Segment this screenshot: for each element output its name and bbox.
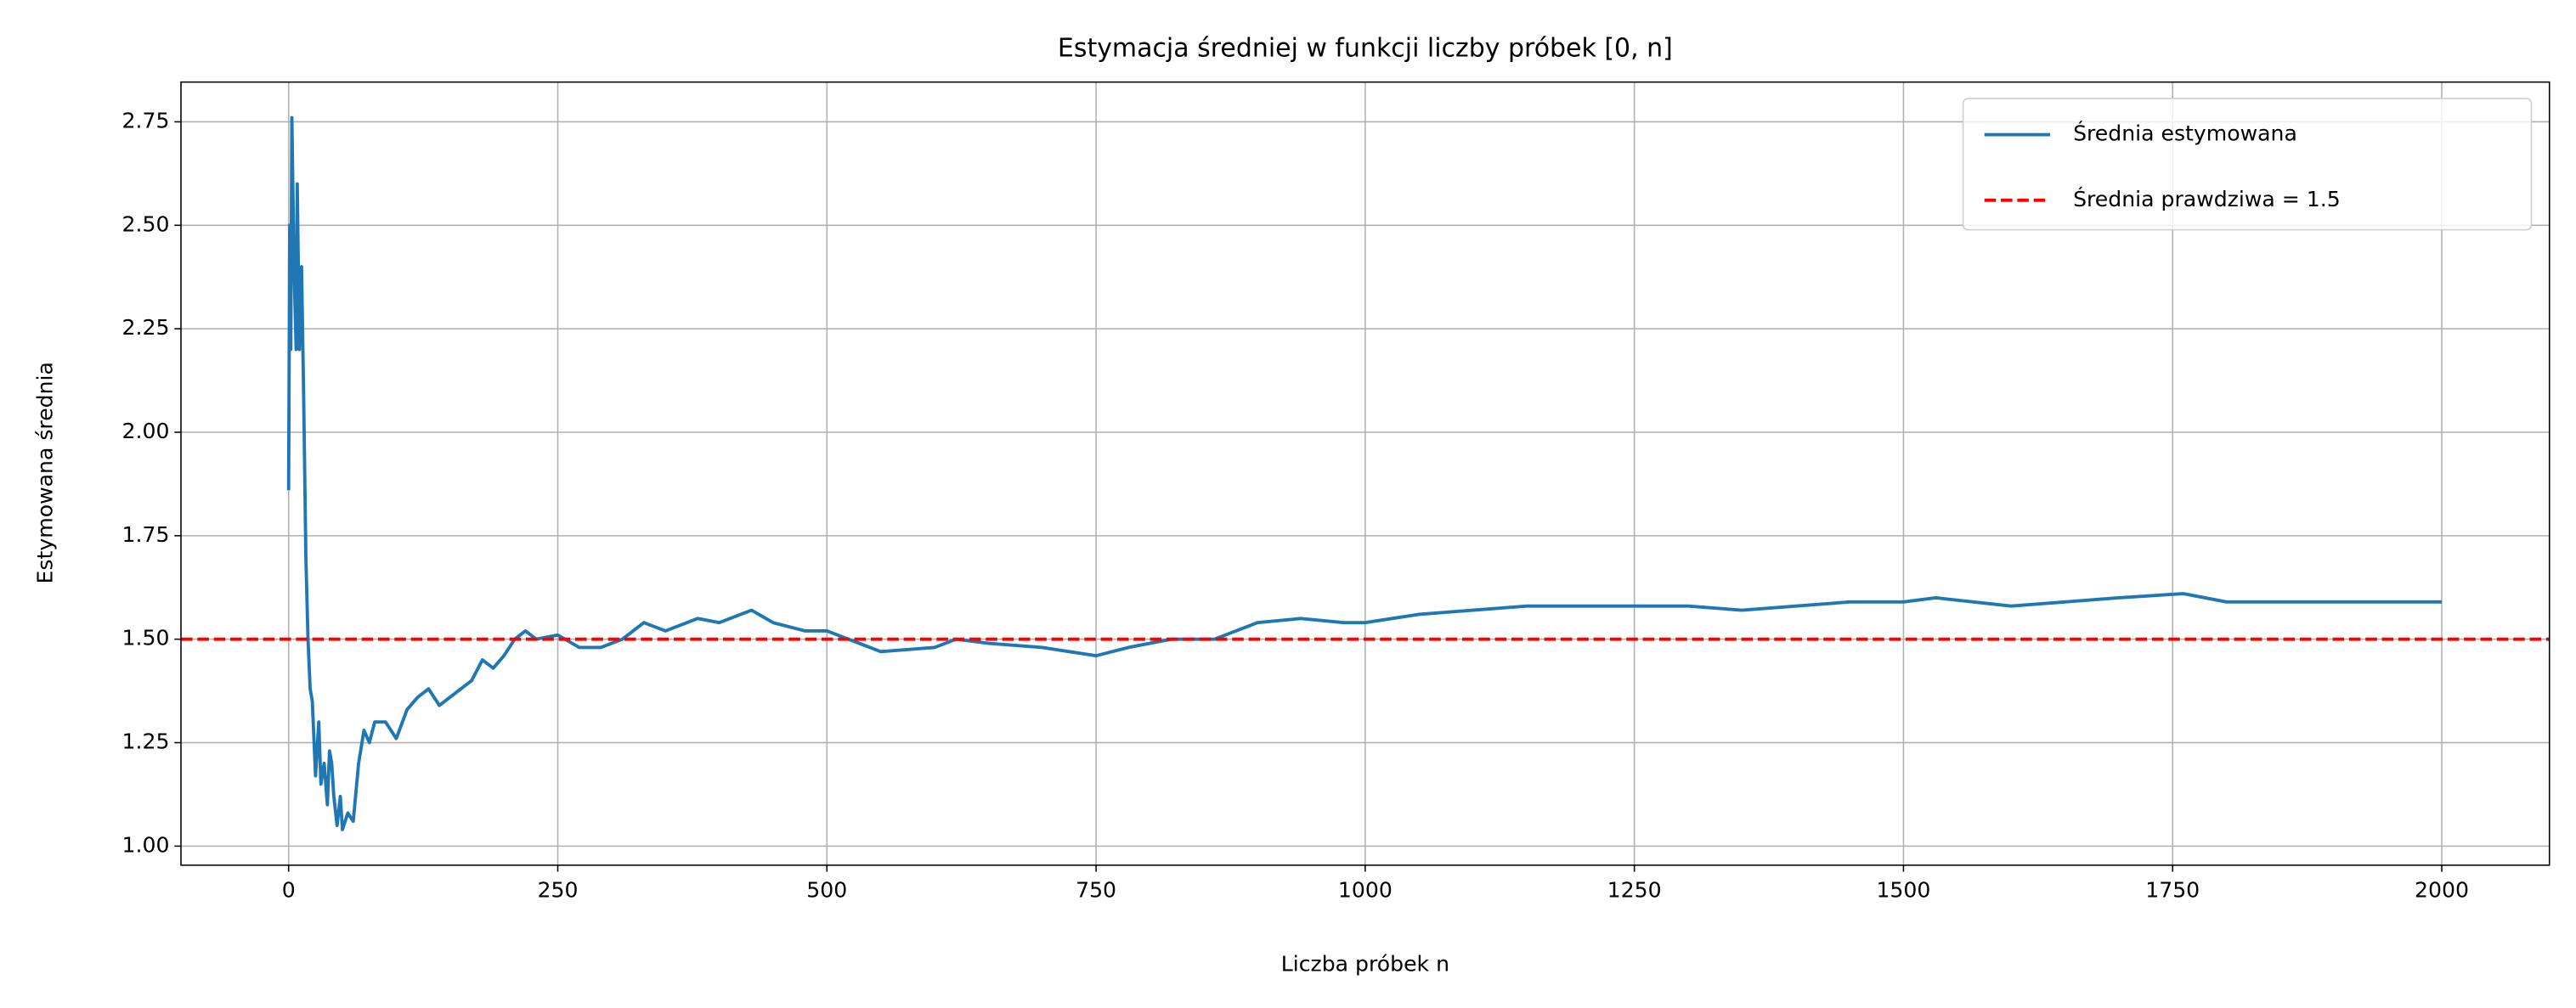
x-axis-label: Liczba próbek n [1281,952,1449,977]
x-tick-label: 2000 [2415,878,2469,903]
y-tick-label: 2.50 [122,211,170,236]
legend-box [1962,98,2533,231]
y-tick-label: 2.00 [122,419,170,443]
data-line [286,115,2442,831]
y-tick-label: 2.75 [122,108,170,132]
y-tick-label: 1.25 [122,729,170,754]
x-tick-label: 1250 [1607,878,1662,903]
chart-title: Estymacja średniej w funkcji liczby prób… [1058,33,1673,63]
y-axis-label: Estymowana średnia [32,362,57,583]
x-tick-label: 0 [282,878,296,903]
y-tick-label: 2.25 [122,315,170,340]
x-tick-label: 1500 [1876,878,1930,903]
y-tick-label: 1.75 [122,522,170,547]
x-tick-label: 1750 [2145,878,2200,903]
x-tick-label: 1000 [1338,878,1393,903]
y-tick-label: 1.00 [122,832,170,857]
x-tick-label: 500 [806,878,847,903]
x-tick-label: 750 [1076,878,1116,903]
axes-frame [180,81,2551,866]
x-tick-label: 250 [538,878,579,903]
y-tick-label: 1.50 [122,626,170,650]
legend-label: Średnia estymowana [2073,121,2297,146]
legend-label: Średnia prawdziwa = 1.5 [2073,186,2341,211]
